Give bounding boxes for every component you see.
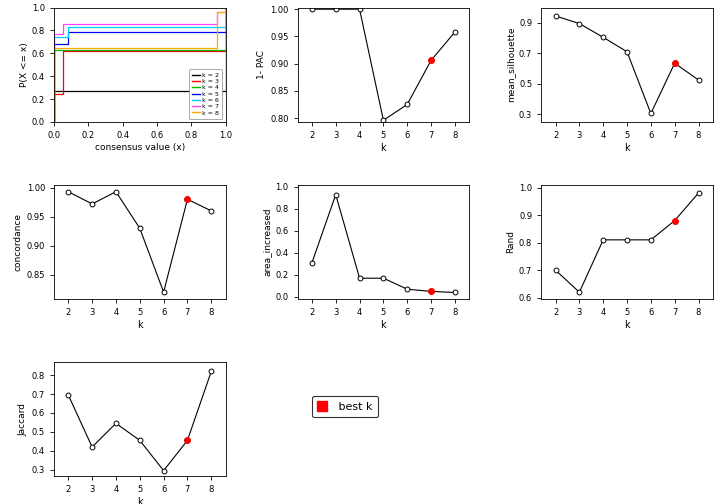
k = 7 [50,31,58,37]
Y-axis label: concordance: concordance [13,213,22,271]
Line: k = 6: k = 6 [54,8,225,122]
Y-axis label: P(X <= x): P(X <= x) [20,42,29,87]
X-axis label: consensus value (x): consensus value (x) [94,143,185,152]
k = 8 [50,119,58,125]
k = 6 [221,24,230,30]
k = 4 [221,5,230,11]
k = 3 [50,119,58,125]
k = 5 [50,119,58,125]
k = 3 [221,48,230,54]
k = 7 [212,9,221,15]
k = 5 [63,29,72,35]
k = 8 [221,9,230,15]
k = 3 [57,91,66,97]
k = 8 [50,44,58,50]
k = 2 [221,88,230,94]
Y-axis label: mean_silhouette: mean_silhouette [505,27,515,102]
X-axis label: k: k [137,497,143,504]
k = 5 [221,5,230,11]
k = 5 [50,41,58,47]
k = 7 [221,9,230,15]
k = 5 [62,41,71,47]
Y-axis label: Rand: Rand [505,230,515,254]
k = 6 [221,5,230,11]
Y-axis label: area_increased: area_increased [262,208,271,276]
k = 8 [212,9,221,15]
k = 3 [58,48,67,54]
k = 6 [63,24,72,30]
X-axis label: k: k [624,320,630,330]
Y-axis label: 1- PAC: 1- PAC [257,50,266,79]
X-axis label: k: k [381,143,386,153]
k = 8 [212,44,220,50]
k = 3 [221,5,230,11]
k = 5 [221,29,230,35]
X-axis label: k: k [137,320,143,330]
Legend: k = 2, k = 3, k = 4, k = 5, k = 6, k = 7, k = 8: k = 2, k = 3, k = 4, k = 5, k = 6, k = 7… [189,69,222,119]
Legend:  best k: best k [312,396,378,417]
k = 7 [212,21,220,27]
Line: k = 8: k = 8 [54,8,225,122]
k = 3 [50,91,58,97]
k = 6 [62,34,71,40]
X-axis label: k: k [381,320,386,330]
Line: k = 5: k = 5 [54,8,225,122]
k = 6 [50,119,58,125]
X-axis label: k: k [624,143,630,153]
k = 7 [221,5,230,11]
Y-axis label: Jaccard: Jaccard [19,403,27,435]
k = 4 [50,47,58,53]
k = 7 [57,31,66,37]
k = 7 [50,119,58,125]
Line: k = 3: k = 3 [54,8,225,122]
k = 2 [221,5,230,11]
k = 4 [50,119,58,125]
k = 6 [50,34,58,40]
k = 2 [50,88,58,94]
k = 8 [221,5,230,11]
Line: k = 2: k = 2 [54,8,225,122]
k = 7 [58,21,67,27]
k = 4 [221,47,230,53]
Line: k = 4: k = 4 [54,8,225,122]
k = 2 [50,119,58,125]
Line: k = 7: k = 7 [54,8,225,122]
